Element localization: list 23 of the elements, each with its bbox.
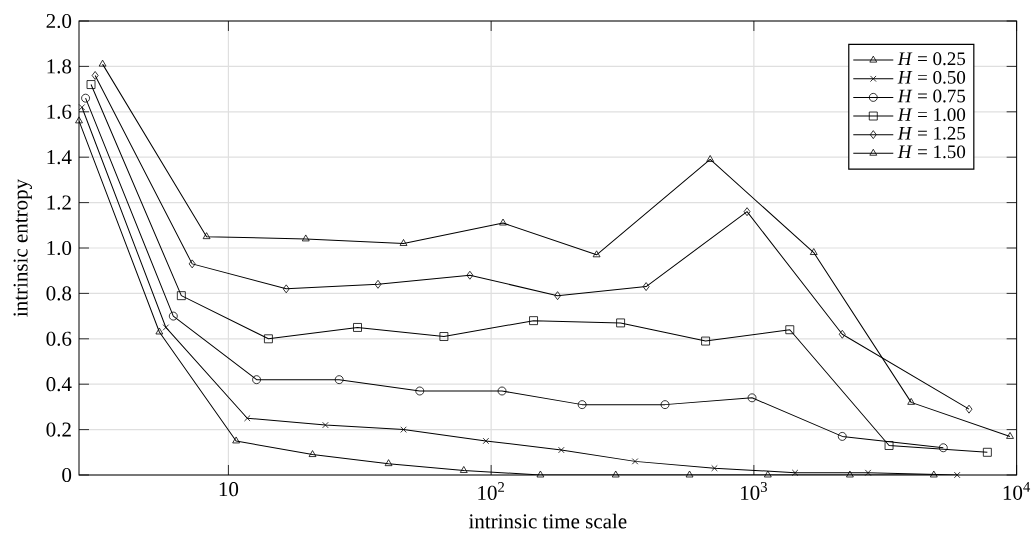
x-axis-title: intrinsic time scale	[468, 513, 627, 529]
y-tick-label: 1.8	[47, 59, 72, 74]
x-tick-label: 10$^{3}$	[741, 482, 767, 500]
y-tick-label: 2.0	[46, 13, 72, 29]
y-tick-label: 1.4	[47, 150, 72, 165]
legend-label: H = 1.25	[897, 126, 966, 140]
legend-label: H = 1.00	[897, 108, 966, 122]
y-tick-label: 1.0	[47, 240, 72, 256]
y-tick-label: 1.6	[47, 104, 72, 119]
legend-label: H = 0.50	[897, 70, 966, 84]
legend-label: H = 0.25	[897, 52, 966, 66]
y-tick-label: 0	[62, 467, 72, 483]
y-tick-label: 0.8	[46, 286, 72, 301]
legend-label: H = 1.50	[897, 145, 966, 159]
legend-label: H = 0.75	[897, 89, 966, 103]
x-tick-label: 10$^{4}$	[1003, 482, 1031, 500]
y-axis-title: intrinsic entropy	[13, 178, 32, 317]
y-tick-label: 0.6	[46, 331, 72, 346]
y-tick-label: 0.4	[46, 377, 72, 392]
x-tick-label: 10$^{2}$	[478, 482, 505, 500]
y-tick-label: 0.2	[46, 422, 71, 437]
x-tick-label: 10	[219, 482, 239, 497]
y-tick-label: 1.2	[47, 195, 71, 210]
